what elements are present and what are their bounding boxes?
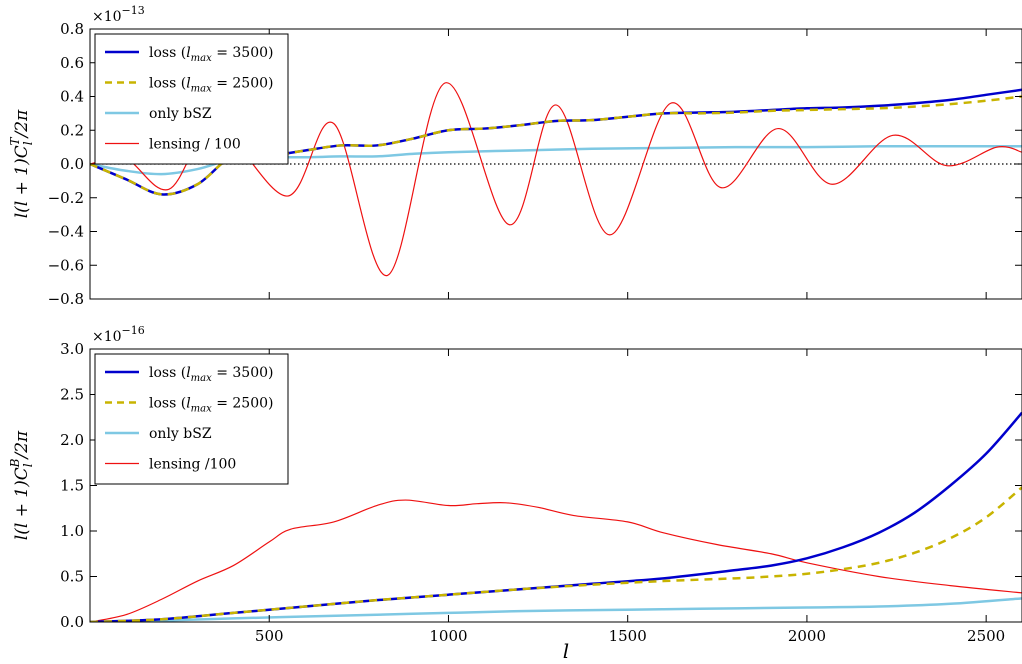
y-axis-label: l(l + 1)ClT/2π	[8, 109, 35, 218]
legend-box	[94, 353, 289, 485]
legend-entry-label: only bSZ	[149, 106, 212, 122]
y-tick-label: 0.5	[60, 568, 84, 586]
x-tick-label: 500	[255, 627, 284, 645]
y-tick-label: −0.6	[48, 256, 84, 274]
scale-factor-label: ×10−16	[92, 324, 145, 345]
x-tick-label: 2500	[967, 627, 1005, 645]
legend-entry-label: loss (lmax = 3500)	[149, 45, 274, 64]
series-line-lensing-100	[90, 499, 1022, 622]
bottom-panel: 0.0 0.5 1.0 1.5 2.0 2.5 3.0 500 1000 1500 2000 2500…	[8, 324, 1022, 645]
y-tick-label: 0.0	[60, 613, 84, 631]
y-tick-label: 0.0	[60, 155, 84, 173]
legend-entry-label: loss (lmax = 2500)	[149, 396, 274, 415]
y-tick-label: −0.2	[48, 189, 84, 207]
y-tick-label: −0.4	[48, 223, 84, 241]
x-tick-label: 2000	[788, 627, 826, 645]
legend-entry-label: loss (lmax = 2500)	[149, 76, 274, 95]
y-tick-label: 0.8	[60, 20, 84, 38]
x-tick-label: 1500	[609, 627, 647, 645]
y-tick-label: 2.0	[60, 431, 84, 449]
scale-factor-label: ×10−13	[92, 4, 145, 25]
legend-entry-label: lensing /100	[149, 457, 236, 473]
legend-entry-label: only bSZ	[149, 426, 212, 442]
legend-entry-label: lensing / 100	[149, 137, 241, 153]
y-tick-label: 3.0	[60, 340, 84, 358]
legend-box	[94, 33, 289, 165]
series-line-loss-l-max-2500-	[90, 486, 1022, 622]
series-group	[90, 411, 1022, 622]
y-tick-label: 1.5	[60, 477, 84, 495]
y-tick-label: 0.4	[60, 88, 84, 106]
y-tick-label: 2.5	[60, 386, 84, 404]
x-tick-label: 1000	[429, 627, 467, 645]
y-tick-label: 1.0	[60, 522, 84, 540]
legend: loss (lmax = 3500) loss (lmax = 2500) only…	[94, 33, 289, 165]
y-tick-label: −0.8	[48, 290, 84, 308]
series-line-only-bsz	[90, 144, 1022, 176]
top-panel: −0.8 −0.6 −0.4 −0.2 0.0 0.2 0.4 0.6 0.8 ×10−13 l(l…	[8, 4, 1022, 308]
y-tick-label: 0.6	[60, 54, 84, 72]
series-line-only-bsz	[90, 597, 1022, 622]
x-axis-label: l	[563, 639, 569, 663]
y-tick-label: 0.2	[60, 121, 84, 139]
y-axis-label: l(l + 1)ClB/2π	[8, 430, 35, 540]
legend-entry-label: loss (lmax = 3500)	[149, 365, 274, 384]
legend: loss (lmax = 3500) loss (lmax = 2500) only…	[94, 353, 289, 485]
